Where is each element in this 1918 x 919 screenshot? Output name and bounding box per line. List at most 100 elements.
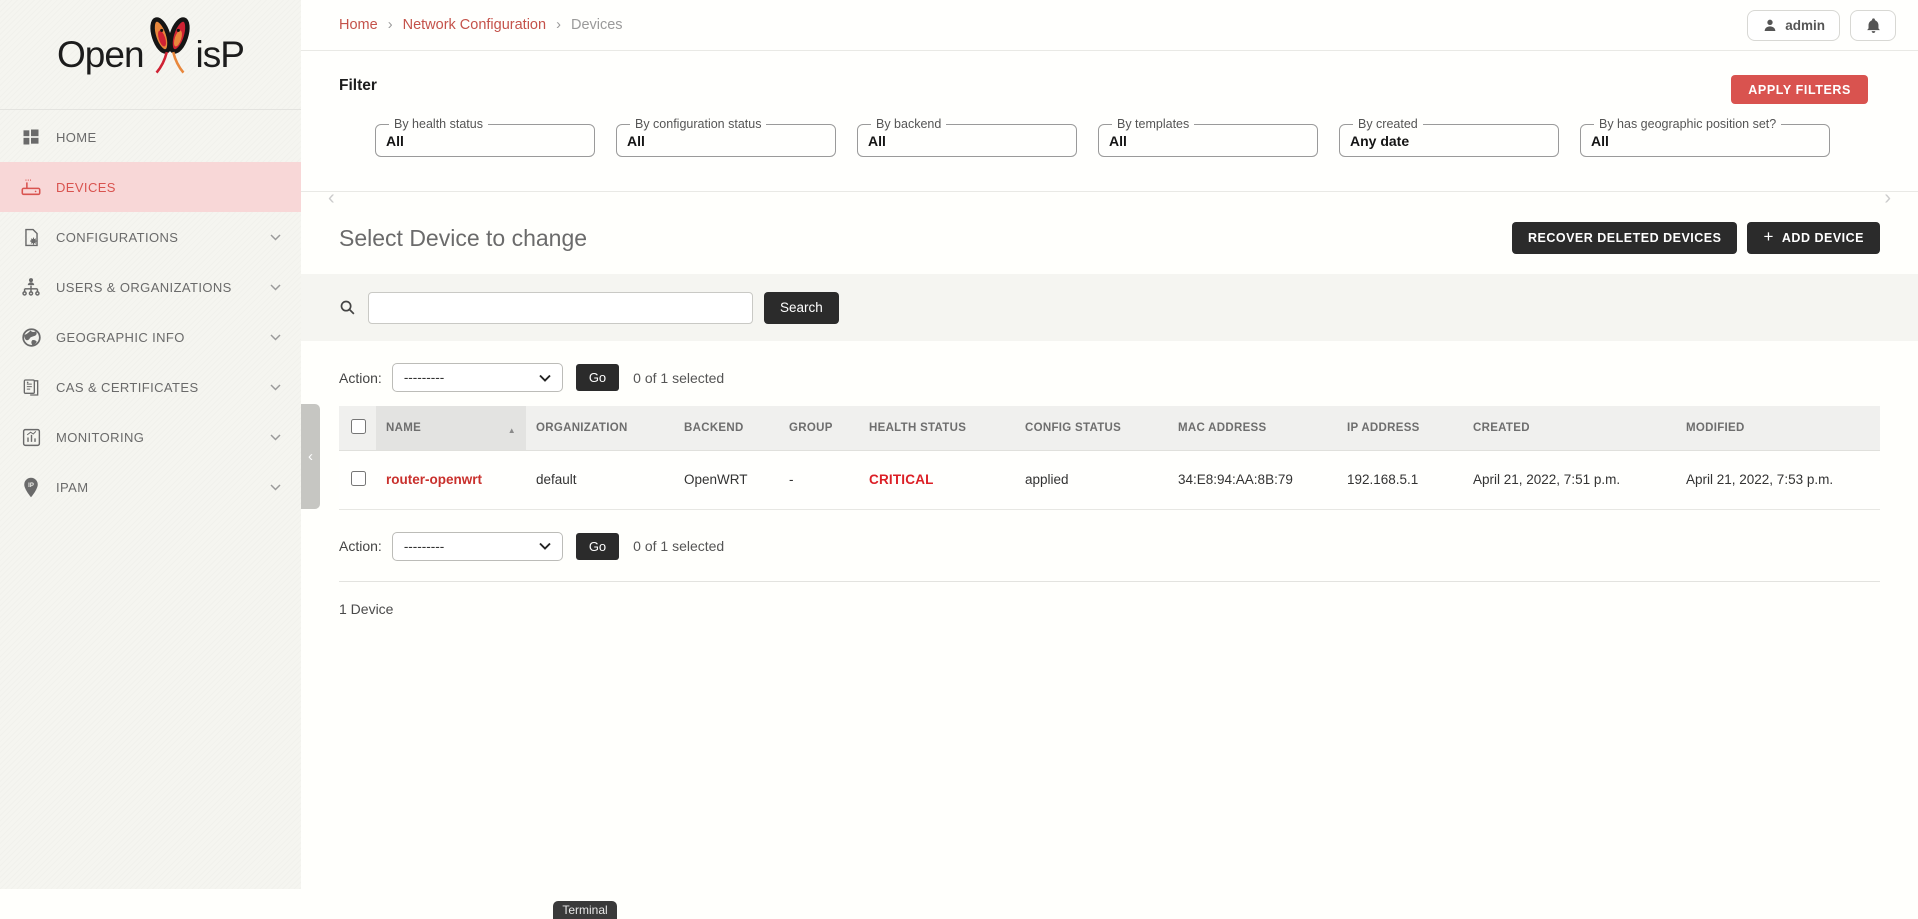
row-select-cell [339, 450, 376, 510]
home-dashboard-icon [18, 125, 44, 149]
sidebar-item-cas-certificates[interactable]: CAS & CERTIFICATES [0, 362, 301, 412]
cell-modified: April 21, 2022, 7:53 p.m. [1676, 450, 1880, 510]
document-gear-icon [18, 225, 44, 249]
sidebar-item-users-organizations[interactable]: USERS & ORGANIZATIONS [0, 262, 301, 312]
column-header-modified[interactable]: MODIFIED [1676, 406, 1880, 451]
column-header-mac-address[interactable]: MAC ADDRESS [1168, 406, 1337, 451]
breadcrumb-separator: › [556, 17, 561, 33]
column-header-config-status[interactable]: CONFIG STATUS [1015, 406, 1168, 451]
action-label: Action: [339, 538, 382, 554]
cell-organization: default [526, 450, 674, 510]
action-select-value: --------- [403, 538, 445, 554]
sidebar-item-monitoring[interactable]: MONITORING [0, 412, 301, 462]
sidebar-collapse-handle[interactable]: ‹ [301, 404, 320, 509]
filter-by-configuration-status[interactable]: By configuration status All [616, 117, 836, 157]
filter-row: By health status All By configuration st… [375, 117, 1868, 157]
table-header-row: NAME ▲ ORGANIZATION BACKEND GROUP HEALTH… [339, 406, 1880, 451]
org-chart-icon [18, 275, 44, 299]
chevron-down-icon [270, 433, 281, 441]
sidebar-item-ipam[interactable]: IP IPAM [0, 462, 301, 512]
search-button[interactable]: Search [764, 291, 839, 324]
breadcrumb: Home › Network Configuration › Devices [339, 17, 1747, 33]
recover-deleted-devices-button[interactable]: RECOVER DELETED DEVICES [1511, 222, 1738, 254]
filter-title: Filter [339, 77, 377, 94]
selection-info: 0 of 1 selected [633, 369, 725, 386]
select-all-checkbox[interactable] [351, 418, 366, 434]
chevron-down-icon [270, 283, 281, 291]
collapse-chevron-icon: ‹ [308, 448, 313, 465]
cell-config-status: applied [1015, 450, 1168, 510]
add-device-button[interactable]: + ADD DEVICE [1747, 222, 1880, 254]
devices-table: NAME ▲ ORGANIZATION BACKEND GROUP HEALTH… [339, 406, 1880, 510]
content: Select Device to change RECOVER DELETED … [301, 222, 1918, 919]
logo-text-open: Open [57, 33, 145, 75]
sidebar-item-label: MONITORING [56, 429, 145, 445]
go-button[interactable]: Go [575, 532, 620, 560]
filter-value: Any date [1350, 133, 1410, 149]
cell-group: - [779, 450, 859, 510]
action-select[interactable]: --------- [391, 531, 563, 561]
row-checkbox[interactable] [351, 470, 366, 486]
sort-ascending-icon: ▲ [507, 425, 516, 435]
select-caret-icon [539, 542, 551, 550]
column-header-health-status[interactable]: HEALTH STATUS [859, 406, 1015, 451]
sidebar-item-configurations[interactable]: CONFIGURATIONS [0, 212, 301, 262]
filter-label: By health status [394, 117, 483, 131]
svg-text:IP: IP [28, 483, 34, 489]
filter-by-created[interactable]: By created Any date [1339, 117, 1559, 157]
go-button[interactable]: Go [575, 364, 620, 391]
filter-by-backend[interactable]: By backend All [857, 117, 1077, 157]
ip-map-pin-icon: IP [18, 475, 44, 499]
filter-by-health-status[interactable]: By health status All [375, 117, 595, 157]
action-row-top: Action: --------- Go 0 of 1 selected [339, 363, 1880, 392]
table-row: router-openwrt default OpenWRT - CRITICA… [339, 450, 1880, 510]
divider [339, 580, 1880, 582]
column-header-created[interactable]: CREATED [1463, 406, 1676, 451]
notifications-button[interactable] [1850, 9, 1896, 41]
column-header-name[interactable]: NAME ▲ [376, 406, 526, 451]
terminal-tab[interactable]: Terminal [553, 901, 617, 919]
breadcrumb-home-link[interactable]: Home [339, 17, 378, 33]
column-header-ip-address[interactable]: IP ADDRESS [1337, 406, 1463, 451]
column-header-backend[interactable]: BACKEND [674, 406, 779, 451]
chevron-down-icon [270, 333, 281, 341]
action-row-bottom: Action: --------- Go 0 of 1 selected [339, 531, 1880, 561]
action-select[interactable]: --------- [391, 363, 563, 392]
sidebar-item-home[interactable]: HOME [0, 112, 301, 162]
select-all-cell [339, 406, 376, 451]
filter-scroll-right-icon[interactable]: › [1884, 187, 1891, 209]
user-icon [1762, 17, 1778, 33]
page-title: Select Device to change [339, 224, 588, 251]
filter-label: By configuration status [635, 117, 762, 131]
top-bar: Home › Network Configuration › Devices a… [301, 0, 1918, 51]
filter-by-geographic-position[interactable]: By has geographic position set? All [1580, 117, 1830, 157]
sidebar-item-geographic-info[interactable]: GEOGRAPHIC INFO [0, 312, 301, 362]
device-name-link[interactable]: router-openwrt [386, 472, 482, 487]
sidebar-item-label: USERS & ORGANIZATIONS [56, 279, 232, 295]
filter-scroll-left-icon[interactable]: ‹ [328, 187, 335, 209]
search-icon [339, 299, 356, 316]
apply-filters-button[interactable]: APPLY FILTERS [1731, 75, 1868, 104]
search-input[interactable] [368, 291, 753, 324]
search-bar: Search [301, 274, 1918, 341]
breadcrumb-section-link[interactable]: Network Configuration [402, 17, 547, 33]
filter-by-templates[interactable]: By templates All [1098, 117, 1318, 157]
sidebar-item-label: IPAM [56, 479, 89, 495]
openwisp-logo[interactable]: Open isP [0, 0, 301, 110]
sidebar-item-label: GEOGRAPHIC INFO [56, 329, 185, 345]
router-icon [18, 175, 44, 199]
cell-backend: OpenWRT [674, 450, 779, 510]
filter-value: All [868, 133, 886, 149]
filter-value: All [1109, 133, 1127, 149]
filter-label: By backend [876, 117, 942, 131]
column-header-group[interactable]: GROUP [779, 406, 859, 451]
sidebar-item-label: HOME [56, 129, 97, 145]
filter-label: By templates [1117, 117, 1190, 131]
user-menu-button[interactable]: admin [1747, 9, 1840, 41]
filter-value: All [386, 133, 404, 149]
sidebar-item-devices[interactable]: DEVICES [0, 162, 301, 212]
filter-value: All [1591, 133, 1609, 149]
sidebar-nav: HOME DEVICES CONFIGURATIO [0, 110, 301, 512]
sidebar-item-label: DEVICES [56, 179, 116, 195]
column-header-organization[interactable]: ORGANIZATION [526, 406, 674, 451]
